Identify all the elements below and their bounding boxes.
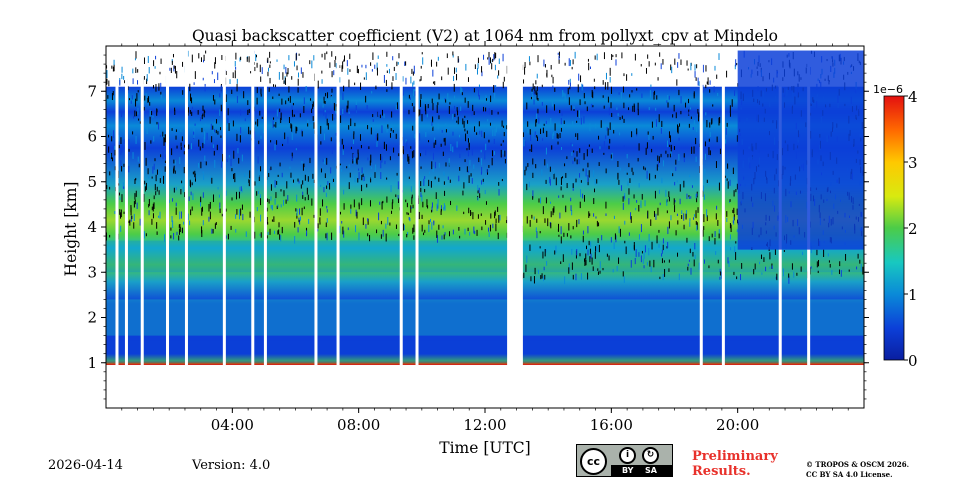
y-axis-label: Height [km] [62, 182, 80, 277]
x-tick-label: 16:00 [590, 416, 633, 434]
x-axis-label: Time [UTC] [439, 439, 530, 457]
y-tick-label: 3 [87, 263, 97, 281]
colorbar-ticks: 0 1 2 3 4 [904, 88, 918, 370]
share-alike-icon: ↻ [642, 447, 659, 464]
cc-license-badge[interactable]: cc i ↻ BY SA [576, 444, 673, 477]
y-tick-label: 6 [87, 128, 97, 146]
y-tick-label: 2 [87, 309, 97, 327]
x-tick-label: 08:00 [337, 416, 380, 434]
license-line: CC BY SA 4.0 License. [806, 470, 893, 479]
colorbar-exponent: 1e−6 [873, 83, 903, 96]
x-tick-label: 20:00 [716, 416, 759, 434]
license-bar [611, 465, 672, 476]
noise-speckle [106, 50, 864, 285]
aerosol-layer-band [106, 299, 864, 336]
sa-label: SA [645, 466, 657, 475]
results-label: Results. [692, 464, 751, 479]
colorbar-tick-label: 4 [908, 88, 918, 106]
chart-title: Quasi backscatter coefficient (V2) at 10… [192, 27, 778, 45]
x-tick-label: 12:00 [463, 416, 506, 434]
cloud-free-region [737, 50, 864, 250]
colorbar-tick-label: 3 [908, 154, 918, 172]
y-tick-label: 7 [87, 82, 97, 100]
x-tick-label: 04:00 [211, 416, 254, 434]
by-label: BY [622, 466, 634, 475]
x-axis: 04:00 08:00 12:00 16:00 20:00 [121, 41, 849, 434]
attribution-icon: i [619, 447, 636, 464]
y-tick-label: 4 [87, 218, 97, 236]
preliminary-label: Preliminary [692, 449, 778, 464]
y-tick-label: 1 [87, 354, 97, 372]
date-label: 2026-04-14 [48, 458, 123, 473]
version-label: Version: 4.0 [192, 458, 271, 473]
colorbar-tick-label: 2 [908, 220, 918, 238]
y-axis: 1 2 3 4 5 6 7 [87, 54, 869, 400]
y-tick-label: 5 [87, 173, 97, 191]
aerosol-layer-band [106, 340, 864, 363]
copyright-line: © TROPOS & OSCM 2026. [806, 460, 910, 469]
colorbar-tick-label: 0 [908, 352, 918, 370]
cc-icon: cc [580, 448, 607, 475]
colorbar-tick-label: 1 [908, 286, 918, 304]
colorbar [883, 95, 905, 361]
heatmap-area [106, 46, 864, 408]
